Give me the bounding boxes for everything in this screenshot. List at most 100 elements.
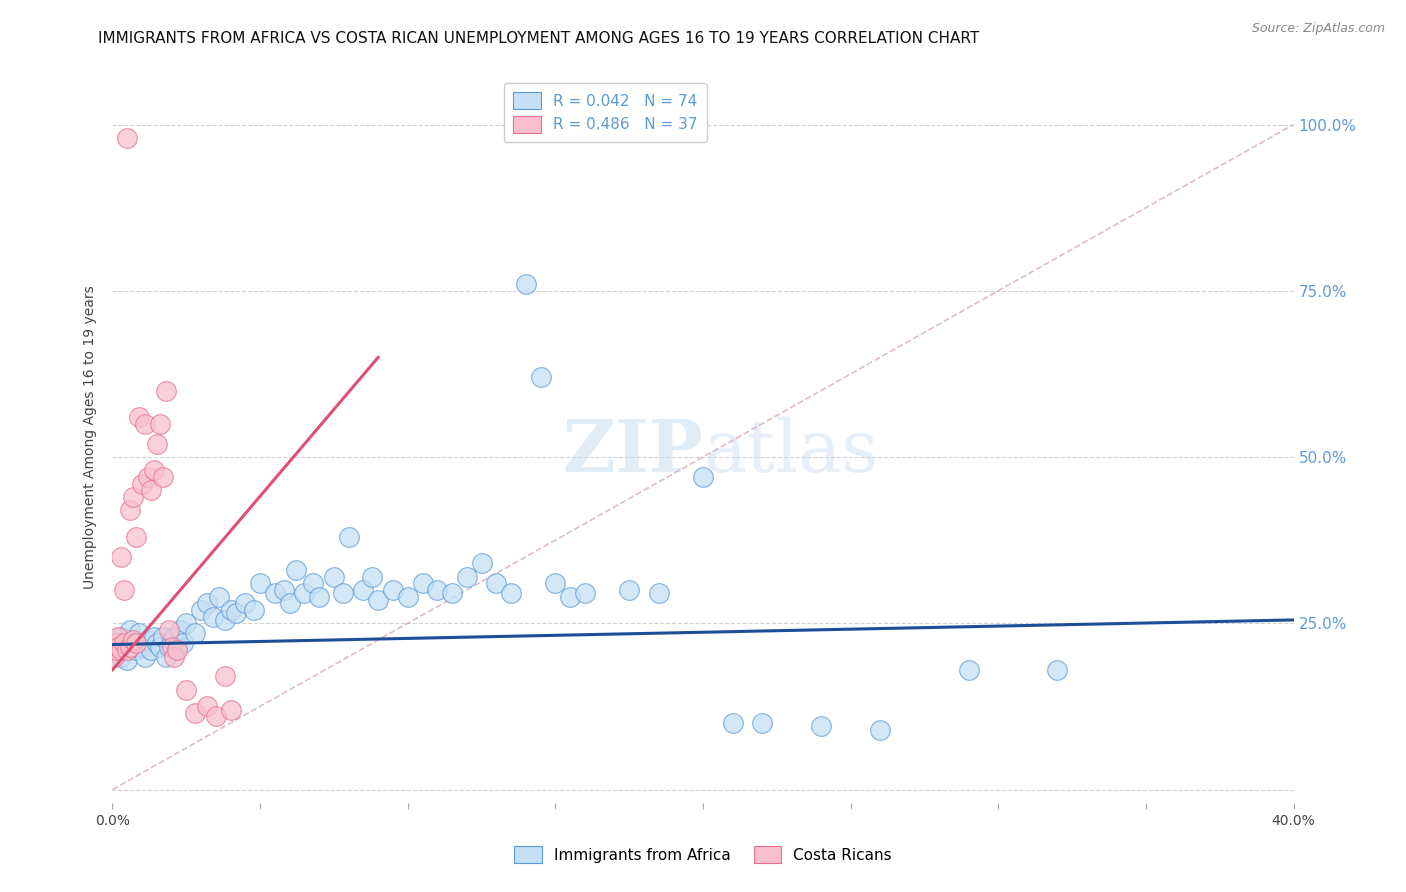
Point — [195, 699, 218, 714]
Point — [208, 590, 231, 604]
Point — [470, 557, 494, 571]
Text: Source: ZipAtlas.com: Source: ZipAtlas.com — [1251, 22, 1385, 36]
Point — [155, 649, 177, 664]
Point — [149, 640, 172, 654]
Point — [529, 370, 551, 384]
Point — [142, 630, 165, 644]
Point — [134, 417, 156, 431]
Point — [219, 603, 242, 617]
Point — [139, 643, 162, 657]
Y-axis label: Unemployment Among Ages 16 to 19 years: Unemployment Among Ages 16 to 19 years — [83, 285, 97, 589]
Point — [233, 596, 256, 610]
Text: IMMIGRANTS FROM AFRICA VS COSTA RICAN UNEMPLOYMENT AMONG AGES 16 TO 19 YEARS COR: IMMIGRANTS FROM AFRICA VS COSTA RICAN UN… — [98, 31, 980, 46]
Text: ZIP: ZIP — [562, 417, 703, 487]
Point — [174, 616, 197, 631]
Point — [163, 630, 186, 644]
Point — [219, 703, 242, 717]
Point — [157, 623, 180, 637]
Point — [157, 640, 180, 654]
Point — [103, 649, 125, 664]
Point — [152, 630, 174, 644]
Point — [112, 636, 135, 650]
Point — [117, 632, 138, 647]
Point — [278, 596, 301, 610]
Point — [166, 640, 188, 654]
Point — [332, 586, 354, 600]
Point — [110, 643, 132, 657]
Point — [869, 723, 891, 737]
Point — [110, 549, 132, 564]
Point — [619, 582, 641, 597]
Point — [352, 582, 374, 597]
Point — [107, 630, 129, 644]
Point — [214, 669, 236, 683]
Point — [515, 277, 537, 292]
Point — [411, 576, 433, 591]
Point — [120, 623, 142, 637]
Point — [647, 586, 671, 600]
Point — [117, 643, 138, 657]
Point — [574, 586, 596, 600]
Point — [136, 632, 159, 647]
Point — [284, 563, 307, 577]
Point — [172, 636, 194, 650]
Point — [128, 410, 150, 425]
Point — [166, 643, 188, 657]
Point — [155, 384, 177, 398]
Point — [692, 470, 714, 484]
Point — [337, 530, 360, 544]
Point — [214, 613, 236, 627]
Point — [107, 643, 129, 657]
Point — [131, 640, 153, 654]
Point — [160, 632, 183, 647]
Point — [249, 576, 271, 591]
Point — [149, 417, 172, 431]
Point — [169, 623, 191, 637]
Point — [107, 640, 129, 654]
Point — [136, 470, 159, 484]
Point — [184, 706, 207, 720]
Point — [441, 586, 464, 600]
Point — [117, 131, 138, 145]
Point — [367, 593, 389, 607]
Point — [456, 570, 478, 584]
Point — [485, 576, 508, 591]
Point — [110, 649, 132, 664]
Legend: Immigrants from Africa, Costa Ricans: Immigrants from Africa, Costa Ricans — [506, 838, 900, 871]
Point — [152, 470, 174, 484]
Point — [361, 570, 384, 584]
Point — [104, 643, 127, 657]
Point — [122, 490, 145, 504]
Point — [160, 640, 183, 654]
Point — [112, 582, 135, 597]
Point — [225, 607, 247, 621]
Point — [273, 582, 295, 597]
Point — [174, 682, 197, 697]
Point — [195, 596, 218, 610]
Point — [243, 603, 266, 617]
Point — [122, 636, 145, 650]
Point — [302, 576, 325, 591]
Point — [205, 709, 228, 723]
Point — [117, 653, 138, 667]
Point — [292, 586, 315, 600]
Point — [120, 503, 142, 517]
Point — [146, 636, 169, 650]
Point — [122, 632, 145, 647]
Point — [120, 640, 142, 654]
Point — [134, 649, 156, 664]
Point — [131, 476, 153, 491]
Point — [308, 590, 330, 604]
Point — [501, 586, 523, 600]
Text: atlas: atlas — [703, 417, 879, 487]
Point — [382, 582, 405, 597]
Point — [810, 719, 832, 733]
Point — [104, 636, 127, 650]
Point — [125, 643, 148, 657]
Point — [125, 636, 148, 650]
Legend: R = 0.042   N = 74, R = 0.486   N = 37: R = 0.042 N = 74, R = 0.486 N = 37 — [503, 83, 706, 143]
Point — [112, 640, 135, 654]
Point — [146, 436, 169, 450]
Point — [426, 582, 449, 597]
Point — [201, 609, 224, 624]
